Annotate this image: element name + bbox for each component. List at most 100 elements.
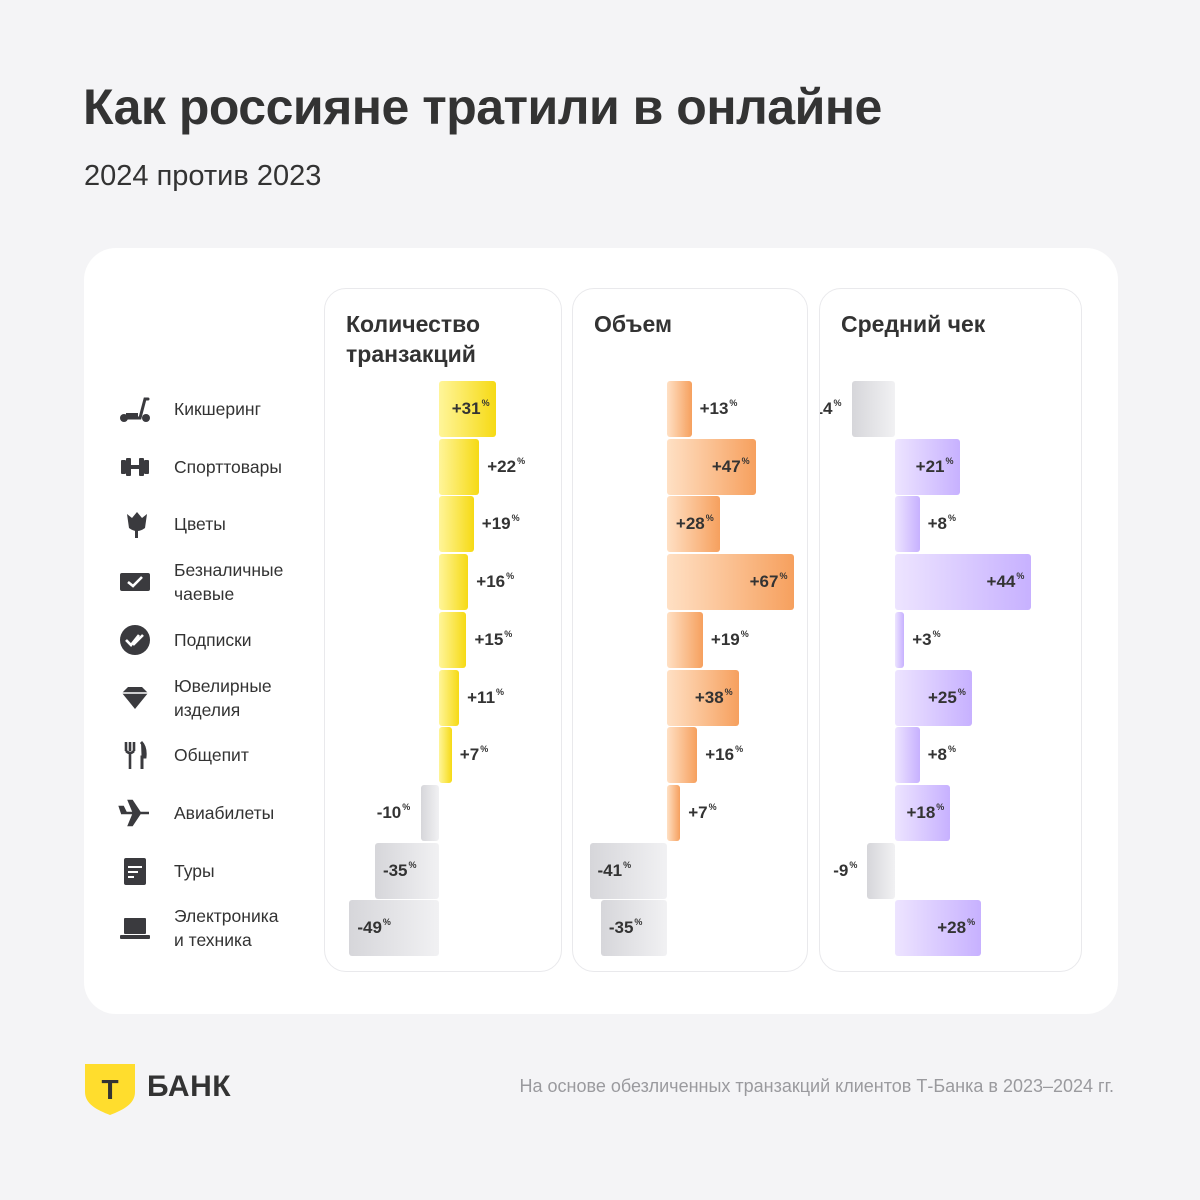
bar-1-1 (667, 438, 756, 495)
value-label-1-3: +67% (750, 554, 788, 610)
unit-sign: % (932, 628, 941, 639)
bar-2-2 (895, 496, 920, 553)
bar-0-7 (420, 784, 439, 841)
value-number: -10 (376, 802, 402, 822)
category-label: Цветы (174, 514, 226, 535)
bar-0-6 (439, 727, 452, 784)
value-label-0-3: +16% (476, 554, 514, 610)
value-label-0-0: +31% (452, 381, 490, 437)
chart-card: Кикшеринг Спорттовары Цветы Безналичные чае… (84, 248, 1118, 1014)
category-label: Электроника и техника (174, 906, 279, 951)
value-label-0-2: +19% (482, 496, 520, 552)
unit-sign: % (506, 571, 515, 582)
unit-sign: % (967, 917, 976, 928)
bar-2-8 (867, 842, 895, 899)
bar-1-0 (667, 381, 692, 437)
bar-2-7 (895, 784, 951, 841)
bar-0-3 (439, 554, 469, 611)
category-label: Ювелирные изделия (174, 675, 272, 720)
category-label: Безналичные чаевые (174, 560, 284, 605)
unit-sign: % (1016, 571, 1025, 582)
value-label-2-3: +44% (987, 554, 1025, 610)
value-number: +47 (711, 456, 741, 476)
bar-2-0 (851, 381, 895, 437)
value-number: -14 (820, 399, 833, 418)
bar-2-5 (895, 669, 972, 726)
value-label-1-1: +47% (712, 439, 750, 495)
bar-1-7 (667, 784, 681, 841)
subscription-check-icon (118, 624, 152, 656)
value-number: +28 (937, 918, 967, 938)
unit-sign: % (948, 513, 957, 524)
bar-0-9 (349, 900, 439, 957)
value-label-1-9: -35% (609, 900, 643, 956)
category-row: Безналичные чаевые (84, 553, 384, 611)
unit-sign: % (708, 801, 717, 812)
value-number: +8 (927, 514, 948, 534)
category-label: Кикшеринг (174, 399, 261, 419)
value-label-1-8: -41% (598, 843, 632, 899)
value-number: +67 (749, 572, 779, 592)
value-label-2-2: +8% (928, 496, 956, 552)
value-number: +44 (986, 572, 1016, 592)
category-row: Ювелирные изделия (84, 669, 384, 727)
value-number: +25 (928, 687, 957, 707)
value-number: +19 (710, 629, 740, 649)
value-number: +3 (912, 629, 932, 649)
panel-title-volume: Объем (594, 311, 673, 337)
value-label-0-4: +15% (474, 612, 512, 668)
value-number: -49 (357, 918, 382, 938)
value-label-2-0: -14% (820, 381, 841, 437)
value-label-2-1: +21% (916, 439, 954, 495)
value-number: +28 (675, 514, 705, 534)
unit-sign: % (957, 686, 966, 697)
value-label-0-8: -35% (383, 843, 417, 899)
bar-1-3 (667, 554, 794, 611)
value-number: -35 (382, 860, 408, 880)
unit-sign: % (945, 455, 954, 466)
value-number: -41 (597, 860, 623, 880)
value-number: +15 (474, 629, 504, 649)
unit-sign: % (402, 801, 411, 812)
tbank-logo-icon: Т (85, 1064, 135, 1115)
value-number: +16 (705, 745, 735, 765)
unit-sign: % (496, 686, 505, 697)
diamond-icon (118, 682, 152, 714)
brand-name: БАНК (147, 1070, 232, 1103)
value-number: +22 (487, 456, 517, 476)
category-row: Общепит (84, 726, 384, 784)
flower-icon (118, 508, 152, 540)
category-label: Туры (174, 860, 215, 881)
unit-sign: % (634, 917, 643, 928)
category-label: Общепит (174, 745, 249, 766)
value-number: +7 (688, 802, 708, 822)
unit-sign: % (740, 628, 749, 639)
panel-title-average-check: Средний чек (841, 311, 986, 337)
unit-sign: % (741, 455, 750, 466)
unit-sign: % (480, 744, 489, 755)
bar-2-1 (895, 438, 960, 495)
airplane-icon (118, 797, 152, 829)
tour-ticket-icon (118, 855, 152, 887)
category-row: Цветы (84, 495, 384, 553)
laptop-icon (118, 912, 152, 944)
unit-sign: % (504, 628, 513, 639)
category-row: Авиабилеты (84, 784, 384, 842)
category-row: Электроника и техника (84, 899, 384, 957)
bar-0-8 (374, 842, 439, 899)
tip-card-icon (118, 566, 152, 598)
value-label-2-6: +8% (928, 727, 956, 783)
scooter-icon (118, 393, 152, 425)
category-row: Подписки (84, 611, 384, 669)
value-label-1-5: +38% (695, 670, 733, 726)
unit-sign: % (382, 917, 391, 928)
value-label-0-7: -10% (377, 785, 411, 841)
value-label-2-5: +25% (928, 670, 966, 726)
fork-knife-icon (118, 739, 152, 771)
bar-1-8 (589, 842, 667, 899)
value-number: +31 (451, 399, 481, 418)
panel-title-transactions: Количество транзакций (346, 311, 481, 367)
bar-0-1 (439, 438, 480, 495)
value-label-2-7: +18% (906, 785, 944, 841)
value-number: +16 (476, 572, 506, 592)
